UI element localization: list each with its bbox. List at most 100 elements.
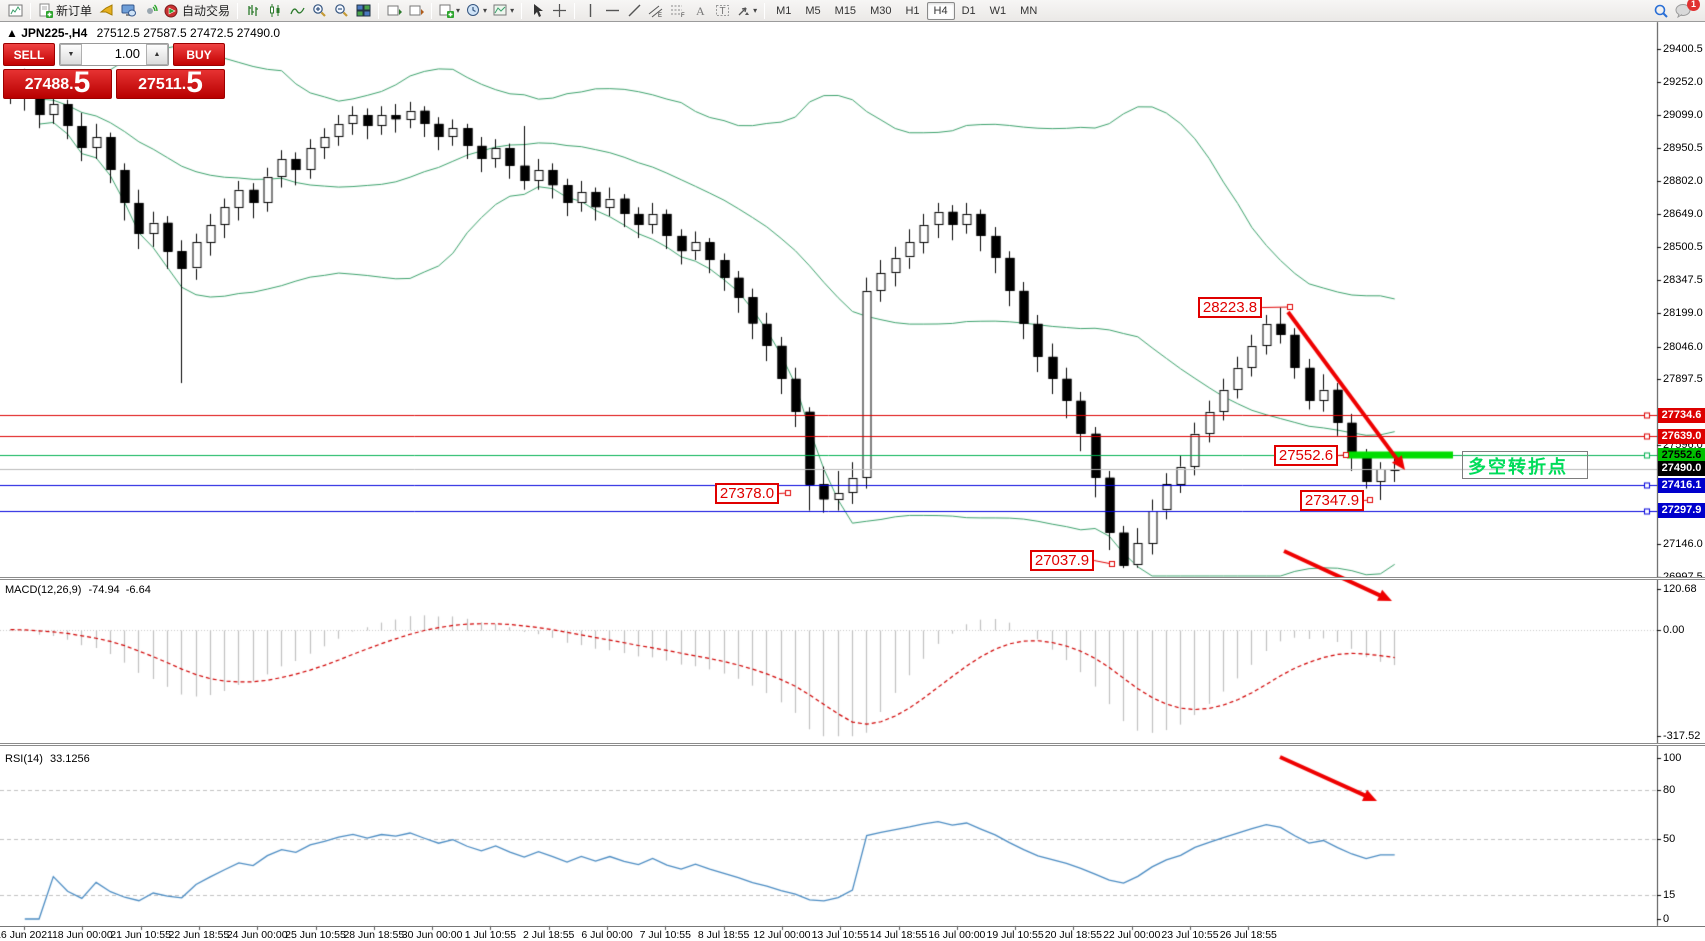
- price-callout[interactable]: 27037.9: [1030, 550, 1094, 571]
- sell-price[interactable]: 27488. 5: [3, 69, 112, 99]
- signals-icon[interactable]: [139, 1, 161, 21]
- price-axis-tick: 28649.0: [1663, 208, 1703, 221]
- bar-chart-icon[interactable]: [242, 1, 264, 21]
- time-axis-label: 8 Jul 18:55: [697, 929, 750, 941]
- sell-price-main: 27488.: [24, 76, 74, 93]
- chevron-down-icon: ▾: [456, 6, 461, 15]
- chevron-down-icon: ▾: [510, 6, 515, 15]
- candlestick-chart-icon[interactable]: [264, 1, 286, 21]
- time-axis-label: 14 Jul 18:55: [869, 929, 928, 941]
- price-callout[interactable]: 27347.9: [1300, 490, 1364, 511]
- chevron-down-icon: ▾: [753, 6, 758, 15]
- arrange-windows-icon[interactable]: [383, 1, 405, 21]
- timeframe-M5[interactable]: M5: [805, 4, 821, 17]
- volume-stepper: ▼ 1.00 ▲: [59, 43, 169, 66]
- profiles-button[interactable]: ▾: [463, 1, 490, 21]
- time-axis-label: 2 Jul 18:55: [523, 929, 575, 941]
- crosshair-tool[interactable]: [548, 1, 570, 21]
- line-chart-icon[interactable]: [286, 1, 308, 21]
- buy-price-big: 5: [186, 69, 203, 99]
- new-order-button[interactable]: 新订单: [35, 1, 95, 21]
- price-axis-tick: 28347.5: [1663, 274, 1703, 287]
- new-chart-button[interactable]: ▾: [436, 1, 463, 21]
- timeframe-M30[interactable]: M30: [870, 4, 892, 17]
- autotrade-button[interactable]: 自动交易: [161, 1, 233, 21]
- sell-button[interactable]: SELL: [3, 43, 55, 66]
- price-flag[interactable]: 27734.6: [1658, 407, 1705, 423]
- search-icon[interactable]: [1650, 1, 1672, 21]
- vertical-line-tool[interactable]: [579, 1, 601, 21]
- svg-text:F: F: [681, 13, 685, 18]
- price-flag[interactable]: 27490.0: [1658, 461, 1705, 477]
- time-axis-label: 7 Jul 10:55: [639, 929, 691, 941]
- horizontal-line-tool[interactable]: [601, 1, 623, 21]
- macd-scale-label: 120.68: [1663, 583, 1697, 596]
- volume-value[interactable]: 1.00: [114, 46, 140, 61]
- price-flag[interactable]: 27552.6: [1658, 447, 1705, 463]
- time-axis-label: 22 Jun 18:55: [168, 929, 230, 941]
- price-flag[interactable]: 27639.0: [1658, 428, 1705, 444]
- time-axis-label: 16 Jul 00:00: [928, 929, 986, 941]
- rsi-scale-label: 0: [1663, 913, 1670, 925]
- timeframe-MN[interactable]: MN: [1020, 4, 1038, 17]
- text-label-tool[interactable]: T: [711, 1, 733, 21]
- macd-pane-splitter[interactable]: [0, 577, 1705, 580]
- price-axis-tick: 28046.0: [1663, 340, 1703, 353]
- timeframe-H4[interactable]: H4: [926, 1, 955, 20]
- buy-price-main: 27511.: [138, 76, 187, 93]
- buy-price[interactable]: 27511. 5: [116, 69, 225, 99]
- macd-value-signal: -6.64: [125, 584, 151, 596]
- macd-label: MACD(12,26,9) -74.94 -6.64: [5, 584, 151, 596]
- cursor-tool[interactable]: [526, 1, 548, 21]
- text-tool[interactable]: A: [689, 1, 711, 21]
- timeframe-M15[interactable]: M15: [834, 4, 857, 17]
- volume-increase-button[interactable]: ▲: [146, 44, 168, 65]
- time-axis-label: 6 Jul 00:00: [581, 929, 633, 941]
- price-callout[interactable]: 27552.6: [1274, 445, 1338, 466]
- rsi-label: RSI(14) 33.1256: [5, 753, 90, 765]
- data-window-icon[interactable]: [405, 1, 427, 21]
- equidistant-channel-tool[interactable]: E: [645, 1, 667, 21]
- zoom-in-icon[interactable]: [308, 1, 330, 21]
- zoom-out-icon[interactable]: [330, 1, 352, 21]
- fibonacci-tool[interactable]: F: [667, 1, 689, 21]
- sound-icon[interactable]: [95, 1, 117, 21]
- trendline-tool[interactable]: [623, 1, 645, 21]
- chart-window-icon[interactable]: [4, 1, 26, 21]
- rsi-scale-label: 50: [1663, 832, 1676, 845]
- time-axis-label: 13 Jul 10:55: [811, 929, 869, 941]
- price-flag[interactable]: 27297.9: [1658, 503, 1705, 519]
- time-axis-label: 19 Jul 10:55: [986, 929, 1044, 941]
- time-axis-label: 18 Jun 00:00: [51, 929, 113, 941]
- time-axis-label: 24 Jun 00:00: [226, 929, 288, 941]
- timeframe-D1[interactable]: D1: [961, 4, 976, 17]
- timeframe-H1[interactable]: H1: [905, 4, 920, 17]
- price-axis-tick: 27146.0: [1663, 538, 1703, 551]
- rsi-value: 33.1256: [49, 753, 90, 765]
- time-axis-label: 25 Jun 10:55: [285, 929, 346, 941]
- templates-button[interactable]: ▾: [490, 1, 517, 21]
- time-axis-label: 28 Jun 18:55: [343, 929, 405, 941]
- chevron-down-icon: ▾: [483, 6, 488, 15]
- volume-decrease-button[interactable]: ▼: [60, 44, 82, 65]
- price-flag[interactable]: 27416.1: [1658, 477, 1705, 493]
- arrow-objects-button[interactable]: ▾: [733, 1, 760, 21]
- macd-value-main: -74.94: [88, 584, 120, 596]
- price-axis-tick: 29252.0: [1663, 75, 1703, 88]
- terminal-icon[interactable]: [117, 1, 139, 21]
- tile-windows-icon[interactable]: [352, 1, 374, 21]
- price-axis-tick: 29099.0: [1663, 109, 1703, 122]
- trend-annotation-label[interactable]: 多空转折点: [1462, 451, 1588, 479]
- rsi-pane-splitter[interactable]: [0, 743, 1705, 746]
- notifications-button[interactable]: 1: [1672, 0, 1700, 21]
- price-callout[interactable]: 28223.8: [1198, 297, 1262, 318]
- price-axis-tick: 28199.0: [1663, 307, 1703, 319]
- time-axis-label: 1 Jul 10:55: [464, 929, 517, 941]
- price-callout[interactable]: 27378.0: [715, 483, 779, 504]
- time-axis-label: 22 Jul 00:00: [1103, 929, 1161, 941]
- timeframe-W1[interactable]: W1: [989, 4, 1007, 17]
- timeframe-M1[interactable]: M1: [776, 4, 792, 17]
- time-axis-label: 21 Jun 10:55: [110, 929, 171, 941]
- buy-button[interactable]: BUY: [173, 43, 225, 66]
